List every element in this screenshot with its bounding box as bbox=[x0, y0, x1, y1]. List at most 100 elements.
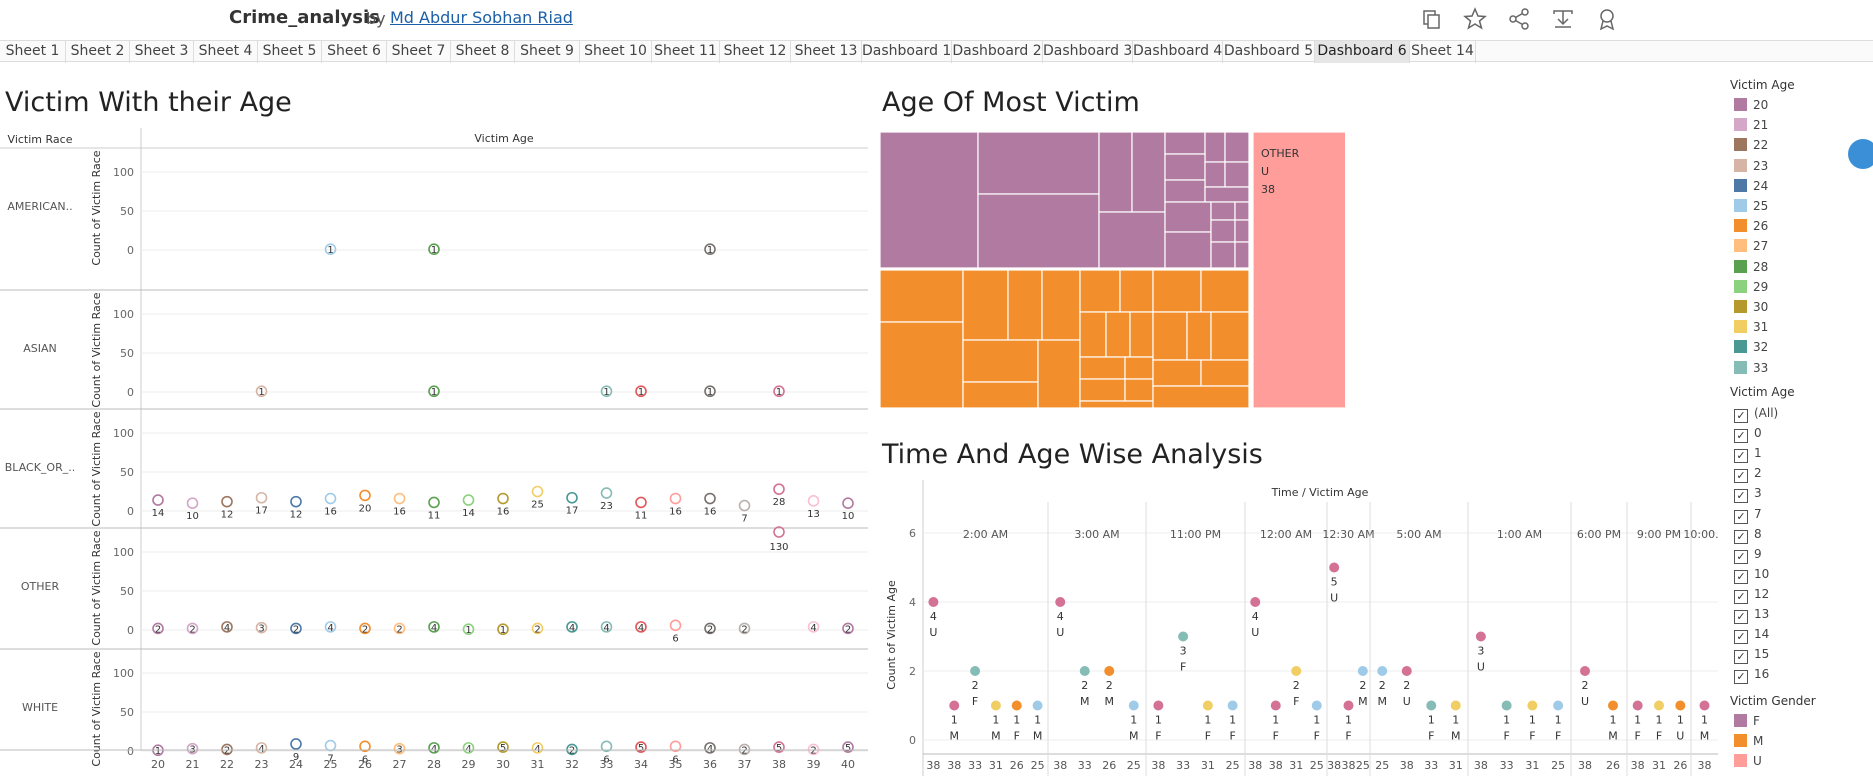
time-data-point[interactable] bbox=[1343, 700, 1354, 711]
color-legend-item[interactable]: 29 bbox=[1734, 279, 1768, 295]
data-point[interactable] bbox=[290, 738, 302, 750]
data-point[interactable] bbox=[359, 489, 371, 502]
data-point[interactable] bbox=[255, 742, 268, 754]
data-point[interactable] bbox=[462, 494, 475, 506]
data-point[interactable] bbox=[497, 492, 509, 505]
tab-sheet-6[interactable]: Sheet 6 bbox=[322, 41, 387, 63]
checkbox-checked-icon[interactable]: ✓ bbox=[1734, 549, 1748, 564]
treemap-cell[interactable] bbox=[1200, 359, 1250, 387]
treemap-cell[interactable] bbox=[1041, 269, 1081, 341]
color-legend-item[interactable]: 31 bbox=[1734, 319, 1768, 335]
data-point[interactable] bbox=[600, 385, 613, 398]
treemap-cell[interactable] bbox=[1129, 311, 1154, 358]
color-legend-item[interactable]: 20 bbox=[1734, 97, 1768, 113]
checkbox-checked-icon[interactable]: ✓ bbox=[1734, 589, 1748, 604]
treemap-cell[interactable] bbox=[1204, 186, 1250, 203]
treemap-cell[interactable] bbox=[880, 321, 964, 409]
treemap-cell[interactable] bbox=[880, 132, 979, 269]
data-point[interactable] bbox=[462, 742, 475, 754]
color-legend-item[interactable]: 27 bbox=[1734, 238, 1768, 254]
author-link[interactable]: Md Abdur Sobhan Riad bbox=[390, 8, 573, 27]
time-data-point[interactable] bbox=[1128, 700, 1139, 711]
treemap-cell[interactable] bbox=[1164, 179, 1206, 203]
tab-sheet-9[interactable]: Sheet 9 bbox=[515, 41, 580, 63]
tab-sheet-4[interactable]: Sheet 4 bbox=[194, 41, 258, 63]
data-point[interactable] bbox=[497, 741, 509, 753]
treemap-cell[interactable] bbox=[1164, 201, 1212, 233]
treemap-cell[interactable] bbox=[977, 193, 1100, 269]
time-data-point[interactable] bbox=[1632, 700, 1643, 711]
data-point[interactable] bbox=[807, 743, 820, 756]
data-point[interactable] bbox=[600, 487, 613, 499]
treemap-cell[interactable] bbox=[1210, 201, 1236, 221]
tab-sheet-13[interactable]: Sheet 13 bbox=[791, 41, 862, 63]
time-data-point[interactable] bbox=[1032, 700, 1043, 711]
color-legend-item[interactable]: 32 bbox=[1734, 339, 1768, 355]
checkbox-checked-icon[interactable]: ✓ bbox=[1734, 610, 1748, 624]
treemap-cell[interactable] bbox=[1152, 269, 1202, 313]
checkbox-checked-icon[interactable]: ✓ bbox=[1734, 650, 1748, 665]
data-point[interactable] bbox=[428, 742, 440, 754]
data-point[interactable] bbox=[600, 740, 613, 753]
time-data-point[interactable] bbox=[970, 666, 981, 676]
data-point[interactable] bbox=[221, 621, 233, 633]
treemap-cell[interactable] bbox=[1079, 378, 1126, 402]
data-point[interactable] bbox=[531, 742, 544, 754]
data-point[interactable] bbox=[566, 743, 578, 756]
tab-sheet-5[interactable]: Sheet 5 bbox=[258, 41, 322, 63]
data-point[interactable] bbox=[635, 621, 647, 633]
color-legend-item[interactable]: 22 bbox=[1734, 137, 1768, 153]
time-data-point[interactable] bbox=[1699, 700, 1710, 711]
data-point[interactable] bbox=[393, 492, 406, 505]
favorite-star-icon[interactable] bbox=[1462, 6, 1488, 32]
time-data-point[interactable] bbox=[949, 700, 960, 711]
time-data-point[interactable] bbox=[1580, 666, 1590, 676]
gender-legend-item[interactable]: M bbox=[1734, 733, 1763, 749]
data-point[interactable] bbox=[773, 741, 785, 753]
color-legend-item[interactable]: 24 bbox=[1734, 178, 1768, 194]
age-filter-option[interactable]: ✓ 15 bbox=[1734, 646, 1769, 665]
data-point[interactable] bbox=[531, 622, 544, 635]
tab-dashboard-6[interactable]: Dashboard 6 bbox=[1315, 41, 1410, 63]
time-data-point[interactable] bbox=[1608, 700, 1618, 711]
data-point[interactable] bbox=[842, 622, 854, 635]
checkbox-checked-icon[interactable]: ✓ bbox=[1734, 509, 1748, 524]
treemap-cell[interactable] bbox=[962, 339, 1039, 383]
data-point[interactable] bbox=[221, 495, 233, 508]
data-point[interactable] bbox=[393, 742, 406, 755]
treemap-cell[interactable] bbox=[1204, 132, 1226, 163]
treemap-cell[interactable] bbox=[1105, 311, 1131, 358]
data-point[interactable] bbox=[635, 385, 647, 398]
download-icon[interactable] bbox=[1550, 6, 1576, 32]
treemap-cell[interactable] bbox=[1124, 378, 1154, 402]
tab-sheet-8[interactable]: Sheet 8 bbox=[451, 41, 515, 63]
time-data-point[interactable] bbox=[1104, 666, 1115, 676]
time-data-point[interactable] bbox=[1311, 700, 1322, 711]
tab-dashboard-1[interactable]: Dashboard 1 bbox=[862, 41, 952, 63]
data-point[interactable] bbox=[428, 496, 440, 509]
treemap-cell[interactable] bbox=[1152, 359, 1202, 387]
duplicate-icon[interactable] bbox=[1418, 6, 1444, 32]
data-point[interactable] bbox=[842, 741, 854, 753]
time-data-point[interactable] bbox=[928, 597, 939, 607]
time-data-point[interactable] bbox=[1227, 700, 1238, 711]
side-panel-toggle[interactable] bbox=[1848, 139, 1873, 169]
time-data-point[interactable] bbox=[1011, 700, 1022, 711]
time-data-point[interactable] bbox=[1401, 666, 1412, 676]
checkbox-checked-icon[interactable]: ✓ bbox=[1734, 670, 1748, 685]
checkbox-checked-icon[interactable]: ✓ bbox=[1734, 569, 1748, 584]
time-data-point[interactable] bbox=[1475, 631, 1486, 642]
time-data-point[interactable] bbox=[1270, 700, 1281, 711]
treemap-cell[interactable] bbox=[1210, 219, 1236, 243]
data-point[interactable] bbox=[566, 621, 578, 633]
data-point[interactable] bbox=[704, 742, 716, 754]
treemap-cell[interactable] bbox=[1234, 219, 1250, 243]
treemap-cell[interactable] bbox=[1224, 132, 1250, 163]
time-data-point[interactable] bbox=[1357, 666, 1368, 676]
data-point[interactable] bbox=[290, 495, 302, 508]
data-point[interactable] bbox=[428, 621, 440, 633]
tab-sheet-1[interactable]: Sheet 1 bbox=[0, 41, 66, 63]
time-data-point[interactable] bbox=[1377, 666, 1388, 676]
data-point[interactable] bbox=[704, 385, 716, 398]
data-point[interactable] bbox=[359, 740, 371, 753]
